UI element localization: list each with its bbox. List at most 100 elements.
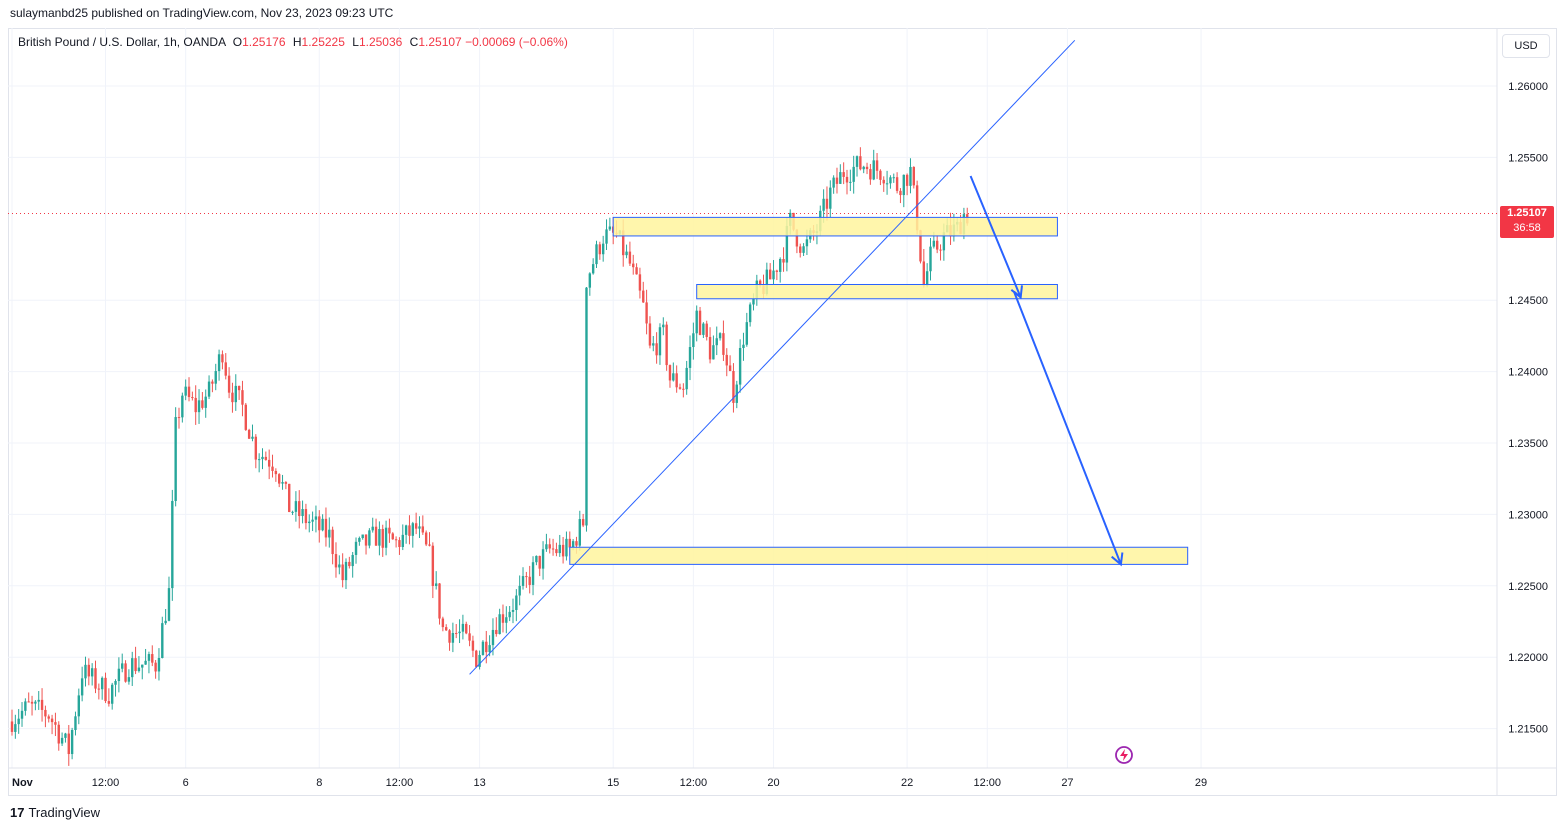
- candle-body: [919, 230, 922, 262]
- candle-body: [70, 730, 74, 755]
- candle-body: [114, 680, 117, 685]
- candle-body: [501, 614, 505, 623]
- candle-body: [137, 667, 141, 672]
- candle-body: [455, 633, 458, 635]
- candle-body: [57, 724, 60, 744]
- candle-body: [855, 156, 859, 167]
- candle-body: [678, 387, 682, 389]
- close-label: C: [409, 35, 419, 49]
- candle-body: [935, 240, 939, 250]
- time-tick-label: 12:00: [92, 777, 120, 789]
- candle-body: [197, 400, 201, 413]
- candle-body: [428, 544, 431, 546]
- footer-brand: TradingView: [28, 805, 101, 820]
- candle-body: [825, 198, 829, 209]
- candle-body: [772, 270, 775, 280]
- candle-body: [879, 170, 882, 180]
- candle-body: [194, 397, 197, 413]
- candle-body: [338, 564, 341, 568]
- candle-body: [161, 623, 164, 658]
- candle-body: [177, 417, 181, 419]
- candle-body: [802, 246, 805, 253]
- candle-body: [799, 246, 802, 253]
- candle-body: [535, 555, 538, 563]
- candle-body: [394, 539, 398, 541]
- candle-body: [555, 549, 558, 554]
- candle-body: [675, 373, 678, 388]
- candle-body: [111, 684, 114, 704]
- candle-body: [939, 249, 942, 251]
- candle-body: [842, 172, 845, 177]
- candle-body: [227, 375, 231, 393]
- candle-body: [528, 576, 531, 585]
- time-tick-label: 29: [1195, 777, 1207, 789]
- candle-body: [54, 722, 57, 725]
- candle-body: [575, 541, 578, 546]
- candle-body: [314, 516, 318, 520]
- candle-body: [374, 526, 378, 546]
- candle-body: [718, 333, 722, 339]
- candle-body: [318, 516, 321, 531]
- candle-body: [875, 160, 879, 171]
- candle-body: [478, 654, 481, 667]
- candle-body: [398, 540, 401, 547]
- candle-body: [702, 323, 705, 335]
- flash-icon[interactable]: [1114, 745, 1134, 765]
- candle-body: [899, 190, 902, 196]
- candle-body: [591, 264, 595, 274]
- candle-body: [728, 365, 732, 372]
- candle-body: [281, 482, 284, 484]
- candle-body: [328, 529, 331, 538]
- candle-body: [278, 474, 281, 484]
- candle-body: [291, 511, 294, 513]
- candle-body: [431, 545, 435, 586]
- candle-body: [889, 177, 892, 184]
- candle-body: [107, 701, 111, 704]
- candle-body: [708, 336, 712, 360]
- support-resistance-zone: [612, 216, 1058, 237]
- candle-body: [271, 466, 274, 471]
- candle-body: [865, 166, 869, 170]
- candle-body: [645, 302, 648, 324]
- high-value: 1.25225: [301, 35, 345, 49]
- projection-arrowhead-1: [1010, 285, 1023, 300]
- currency-button[interactable]: USD: [1502, 34, 1550, 58]
- candle-body: [698, 310, 702, 335]
- candle-body: [184, 386, 187, 396]
- time-tick-label: Nov: [12, 777, 34, 789]
- drawings: [469, 39, 1189, 675]
- candle-body: [548, 544, 551, 549]
- candle-body: [37, 699, 40, 702]
- candle-body: [835, 177, 839, 184]
- candle-body: [495, 629, 498, 635]
- candle-body: [341, 564, 344, 581]
- candle-body: [358, 538, 361, 542]
- candle-body: [441, 618, 445, 628]
- candle-body: [468, 633, 471, 641]
- candle-body: [752, 298, 755, 305]
- price-tick-label: 1.25500: [1508, 152, 1548, 164]
- candle-body: [839, 172, 842, 184]
- low-value: 1.25036: [358, 35, 403, 49]
- candle-body: [414, 523, 418, 529]
- price-tick-label: 1.22500: [1508, 581, 1548, 593]
- candle-body: [348, 561, 351, 567]
- candle-body: [932, 240, 936, 247]
- tradingview-logo-icon: 17: [10, 805, 25, 820]
- candle-body: [234, 385, 237, 403]
- candle-body: [545, 544, 548, 550]
- candle-body: [785, 225, 789, 263]
- candle-body: [672, 373, 675, 381]
- candle-body: [284, 482, 288, 484]
- candle-body: [187, 386, 191, 398]
- price-tick-label: 1.22000: [1508, 652, 1548, 664]
- candle-body: [351, 554, 354, 567]
- candle-body: [525, 576, 528, 578]
- candle-body: [775, 270, 779, 272]
- candle-body: [221, 354, 224, 363]
- candle-body: [181, 395, 184, 418]
- candle-body: [207, 381, 211, 397]
- candle-body: [538, 555, 541, 569]
- candle-body: [24, 701, 27, 711]
